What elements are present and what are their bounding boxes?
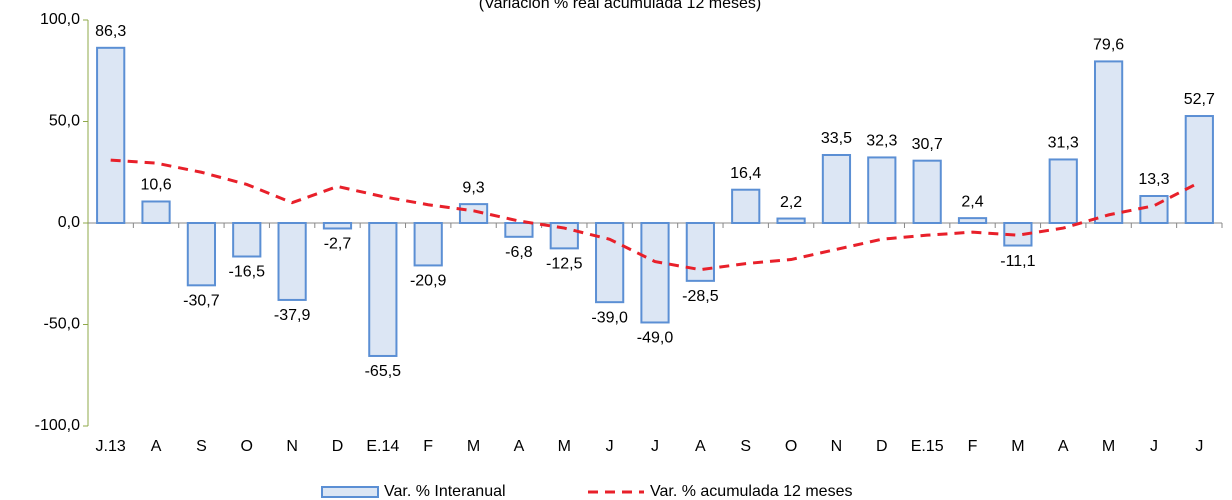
data-label: -37,9 [274, 307, 311, 324]
x-tick-label: J [606, 438, 614, 455]
data-label: -16,5 [229, 264, 266, 281]
data-label: 31,3 [1048, 135, 1079, 152]
legend-label: Var. % Interanual [384, 483, 506, 500]
bar [912, 159, 942, 224]
bar [458, 203, 489, 225]
x-tick-label: O [785, 438, 797, 455]
y-tick-label: -50,0 [44, 316, 81, 333]
y-tick-label: -100,0 [35, 417, 80, 434]
bar [277, 222, 307, 301]
data-label: 32,3 [866, 133, 897, 150]
data-label: 9,3 [462, 179, 484, 196]
bar [776, 217, 806, 224]
data-label: -6,8 [505, 244, 533, 261]
data-label: 30,7 [912, 136, 943, 153]
legend-swatch [321, 486, 379, 498]
y-tick-label: 50,0 [49, 113, 80, 130]
data-label: -20,9 [410, 273, 447, 290]
x-tick-label: J [651, 438, 659, 455]
bar [322, 222, 353, 230]
bar [957, 217, 988, 225]
bar [1048, 158, 1078, 224]
data-label: 52,7 [1184, 91, 1215, 108]
x-tick-label: A [695, 438, 706, 455]
data-label: 86,3 [95, 23, 126, 40]
x-tick-label: E.15 [911, 438, 944, 455]
data-label: -65,5 [365, 363, 402, 380]
x-tick-label: J.13 [96, 438, 126, 455]
bar [731, 188, 761, 224]
bar [685, 222, 715, 282]
bar [1093, 60, 1124, 224]
bar [640, 222, 670, 324]
x-tick-label: E.14 [366, 438, 399, 455]
data-label: 16,4 [730, 165, 761, 182]
data-label: -12,5 [546, 256, 583, 273]
bar [186, 222, 217, 287]
x-tick-label: A [1058, 438, 1069, 455]
x-tick-label: M [558, 438, 571, 455]
bar [141, 200, 171, 224]
x-tick-label: M [467, 438, 480, 455]
bar [867, 156, 897, 224]
y-tick-label: 100,0 [40, 11, 80, 28]
x-tick-label: M [1011, 438, 1024, 455]
bar [1184, 115, 1214, 224]
line [110, 158, 1201, 272]
x-tick-label: N [286, 438, 298, 455]
data-label: -2,7 [324, 236, 352, 253]
x-tick-label: D [876, 438, 888, 455]
bar [821, 153, 852, 224]
data-label: 10,6 [140, 177, 171, 194]
bar [504, 222, 534, 238]
x-tick-label: F [968, 438, 978, 455]
x-tick-label: M [1102, 438, 1115, 455]
x-tick-label: F [423, 438, 433, 455]
x-tick-label: A [514, 438, 525, 455]
data-label: 2,4 [961, 193, 983, 210]
bar [1139, 195, 1169, 225]
data-label: -28,5 [682, 288, 719, 305]
x-tick-label: S [740, 438, 751, 455]
data-label: -39,0 [591, 309, 628, 326]
bar [413, 222, 443, 267]
data-label: 33,5 [821, 130, 852, 147]
x-tick-label: D [332, 438, 344, 455]
data-label: -11,1 [1000, 253, 1035, 270]
bar [368, 222, 398, 357]
data-label: 13,3 [1138, 171, 1169, 188]
legend-label: Var. % acumulada 12 meses [650, 483, 852, 500]
x-tick-label: J [1195, 438, 1203, 455]
x-tick-label: A [151, 438, 162, 455]
x-tick-label: J [1150, 438, 1158, 455]
data-label: -30,7 [183, 293, 220, 310]
x-tick-label: S [196, 438, 207, 455]
x-tick-label: N [831, 438, 843, 455]
y-tick-label: 0,0 [58, 214, 80, 231]
data-label: 2,2 [780, 194, 802, 211]
bar [232, 222, 262, 258]
chart-subtitle: (Variación % real acumulada 12 meses) [479, 0, 762, 12]
bar [96, 46, 126, 224]
x-tick-label: O [241, 438, 253, 455]
data-label: 79,6 [1093, 37, 1124, 54]
data-label: -49,0 [637, 330, 674, 347]
bar [595, 222, 625, 304]
